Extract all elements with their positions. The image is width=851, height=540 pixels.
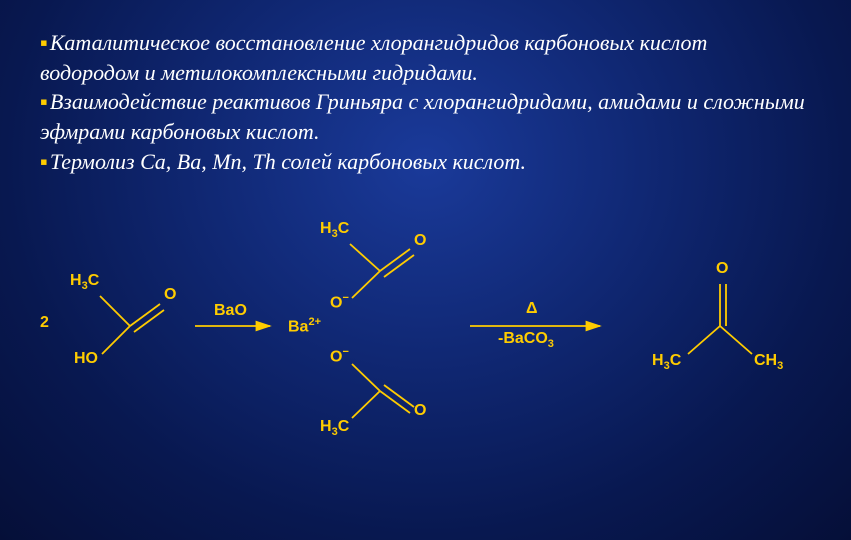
lbl-o-bot: O: [414, 402, 426, 420]
bullet-marker: ▪: [40, 89, 48, 114]
bullet-item: ▪Каталитическое восстановление хлорангид…: [40, 28, 811, 87]
lbl-h3c-bot: H3C: [320, 418, 349, 438]
bullet-marker: ▪: [40, 149, 48, 174]
lbl-ba: Ba2+: [288, 316, 321, 336]
bullet-marker: ▪: [40, 30, 48, 55]
bullet-text-0: Каталитическое восстановление хлорангидр…: [40, 30, 707, 85]
lbl-h3c-prod: H3C: [652, 352, 681, 372]
lbl-o-a: O: [164, 286, 176, 304]
coef-two: 2: [40, 314, 49, 332]
lbl-o-prod: O: [716, 260, 728, 278]
lbl-ho: HO: [74, 350, 98, 368]
bullet-item: ▪Термолиз Ca, Ba, Mn, Th солей карбоновы…: [40, 147, 811, 177]
lbl-ominus-bot: O−: [330, 346, 349, 366]
lbl-h3c-a: H3C: [70, 272, 99, 292]
lbl-ch3-prod: CH3: [754, 352, 783, 372]
lbl-o-top: O: [414, 232, 426, 250]
bullet-text-1: Взаимодействие реактивов Гриньяра с хлор…: [40, 89, 805, 144]
lbl-baco3: -BaCO3: [498, 330, 554, 350]
bullet-item: ▪Взаимодействие реактивов Гриньяра с хло…: [40, 87, 811, 146]
bullet-text-2: Термолиз Ca, Ba, Mn, Th солей карбоновых…: [50, 149, 526, 174]
lbl-h3c-top: H3C: [320, 220, 349, 240]
bullet-list: ▪Каталитическое восстановление хлорангид…: [40, 28, 811, 176]
reaction-diagram: 2 H3C O HO BaO H3C O O− Ba2+ O− O H3C Δ …: [40, 186, 811, 466]
lbl-ominus-top: O−: [330, 292, 349, 312]
diagram-svg: [40, 186, 830, 466]
lbl-bao: BaO: [214, 302, 247, 320]
lbl-delta: Δ: [526, 300, 538, 318]
